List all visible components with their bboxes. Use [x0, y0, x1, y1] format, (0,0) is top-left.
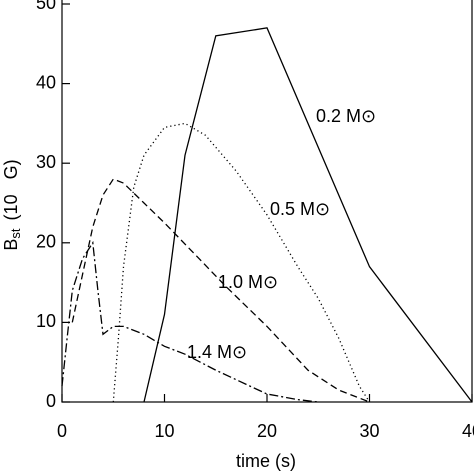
x-tick-label: 40 [462, 421, 474, 441]
series-line [61, 240, 319, 403]
y-tick-label: 40 [36, 72, 56, 92]
x-tick-label: 0 [57, 421, 67, 441]
y-label-main: B [1, 239, 21, 251]
series-line [112, 122, 371, 403]
series-label: 0.5 M⊙ [270, 199, 330, 219]
plot-frame [61, 0, 473, 403]
series-label: 1.4 M⊙ [187, 342, 247, 362]
x-tick-label: 30 [359, 421, 379, 441]
x-tick-label: 10 [154, 421, 174, 441]
y-tick-label: 20 [36, 232, 56, 252]
y-tick-label: 50 [36, 0, 56, 13]
y-tick-label: 0 [46, 391, 56, 411]
series-label: 0.2 M⊙ [316, 106, 376, 126]
y-tick-label: 30 [36, 152, 56, 172]
series-label: 1.0 M⊙ [218, 272, 278, 292]
series-line [71, 178, 370, 403]
y-axis-label: Bst (10 G) [1, 159, 24, 250]
x-axis-label: time (s) [236, 451, 296, 471]
y-tick-label: 10 [36, 311, 56, 331]
y-label-sub: st [8, 228, 23, 239]
x-tick-label: 20 [257, 421, 277, 441]
y-label-unit: (10 G) [1, 159, 21, 220]
series-line [143, 27, 473, 403]
